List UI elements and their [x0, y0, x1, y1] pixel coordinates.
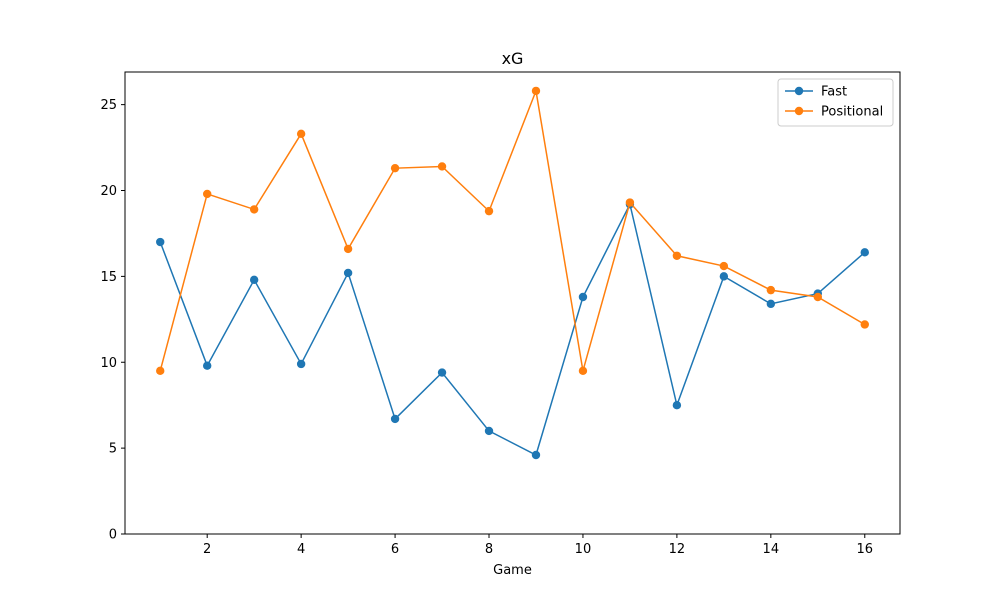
y-tick-label: 5 [109, 442, 117, 457]
series-layer [156, 86, 869, 460]
legend-marker-fast [794, 86, 804, 96]
data-point-fast [578, 292, 588, 302]
data-point-positional [719, 261, 729, 271]
data-point-positional [813, 292, 823, 302]
x-tick-label: 12 [669, 542, 686, 557]
data-point-fast [156, 237, 165, 247]
x-tick-label: 6 [391, 542, 399, 557]
data-point-fast [202, 361, 212, 370]
data-point-positional [766, 285, 776, 295]
data-point-positional [249, 205, 259, 214]
data-point-fast [766, 299, 776, 309]
x-axis: 2 4 6 8 10 12 14 16 [203, 534, 873, 557]
legend-label-fast: Fast [821, 85, 847, 100]
legend: Fast Positional [777, 78, 894, 127]
data-point-fast [343, 268, 353, 278]
data-point-fast [249, 275, 259, 285]
y-tick-label: 15 [100, 270, 117, 285]
data-point-positional [672, 251, 682, 260]
data-point-fast [437, 368, 447, 377]
y-tick-label: 20 [100, 184, 117, 199]
data-point-fast [531, 450, 541, 460]
series-line-positional [159, 88, 866, 372]
data-point-fast [672, 400, 682, 410]
x-tick-label: 14 [763, 542, 780, 557]
data-point-fast [860, 248, 869, 257]
data-point-fast [390, 414, 400, 424]
y-axis: 0 5 10 15 20 25 [100, 98, 125, 543]
data-point-positional [390, 163, 400, 173]
data-point-positional [156, 366, 165, 376]
data-point-positional [484, 206, 494, 216]
x-tick-label: 10 [575, 542, 592, 557]
data-point-positional [531, 86, 541, 96]
chart-title: xG [502, 49, 524, 68]
x-tick-label: 4 [297, 542, 305, 557]
y-tick-label: 0 [109, 528, 117, 543]
data-point-positional [343, 244, 353, 254]
y-tick-label: 25 [100, 98, 117, 113]
data-point-positional [860, 320, 869, 329]
data-point-fast [484, 426, 494, 436]
data-point-positional [578, 366, 588, 376]
series-line-fast [159, 202, 866, 457]
plot-frame [124, 71, 901, 535]
data-point-positional [296, 129, 306, 139]
x-axis-title: Game [493, 563, 532, 578]
legend-marker-positional [794, 106, 804, 116]
x-tick-label: 2 [203, 542, 211, 557]
x-tick-label: 16 [856, 542, 873, 557]
data-point-positional [625, 198, 635, 207]
data-point-fast [719, 272, 729, 281]
data-point-positional [202, 189, 212, 199]
x-tick-label: 8 [485, 542, 493, 557]
data-point-fast [296, 359, 306, 369]
data-point-positional [437, 162, 447, 171]
legend-label-positional: Positional [821, 105, 883, 120]
y-tick-label: 10 [100, 356, 117, 371]
